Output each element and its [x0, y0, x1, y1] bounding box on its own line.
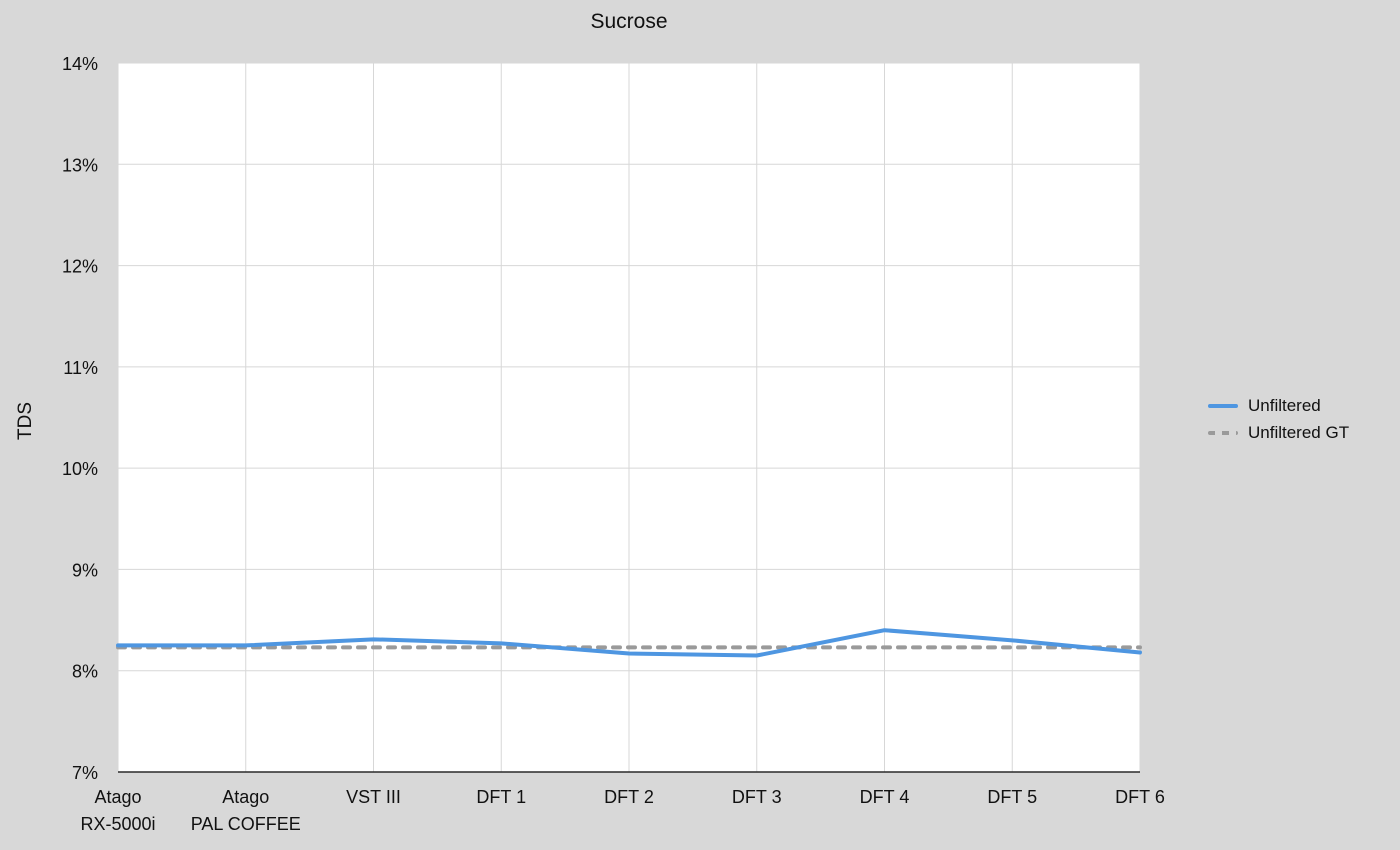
y-tick-label: 8% [72, 662, 98, 682]
legend-swatch-unfiltered [1208, 404, 1238, 408]
x-tick-label: Atago RX-5000i [80, 787, 155, 834]
x-tick-label: DFT 3 [732, 787, 782, 807]
y-tick-label: 12% [62, 257, 98, 277]
x-tick-label: DFT 6 [1115, 787, 1165, 807]
series-line-unfiltered [116, 628, 1142, 658]
y-tick-label: 14% [62, 54, 98, 74]
legend: Unfiltered Unfiltered GT [1208, 396, 1349, 443]
y-tick-label: 9% [72, 560, 98, 580]
legend-label: Unfiltered GT [1248, 423, 1350, 442]
x-tick-label: Atago PAL COFFEE [191, 787, 301, 834]
x-tick-label: DFT 1 [476, 787, 526, 807]
x-tick-label: VST III [346, 787, 401, 807]
x-tick-label: DFT 4 [860, 787, 910, 807]
legend-label: Unfiltered [1248, 396, 1321, 415]
y-tick-label: 7% [72, 763, 98, 783]
y-tick-label: 13% [62, 155, 98, 175]
legend-item-unfiltered: Unfiltered [1208, 396, 1349, 416]
y-tick-label: 11% [63, 358, 98, 378]
y-tick-label: 10% [62, 459, 98, 479]
chart-title: Sucrose [590, 10, 668, 33]
legend-swatch-unfiltered-gt [1208, 431, 1238, 435]
x-tick-label: DFT 5 [987, 787, 1037, 807]
legend-item-unfiltered-gt: Unfiltered GT [1208, 423, 1349, 443]
x-tick-label: DFT 2 [604, 787, 654, 807]
